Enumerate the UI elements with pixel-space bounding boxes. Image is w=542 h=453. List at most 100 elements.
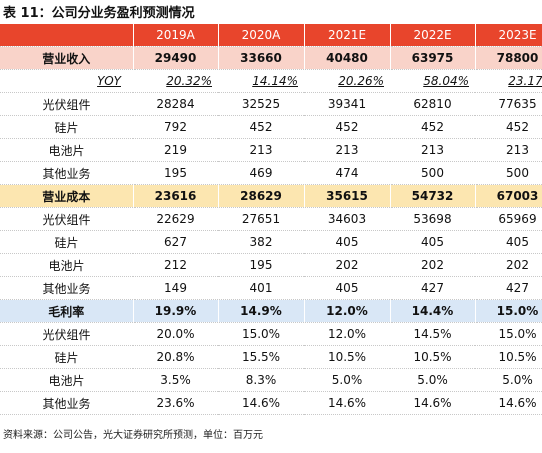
table-row: 电池片 219 213 213 213 213: [0, 138, 542, 162]
data-cell: 195: [218, 253, 304, 277]
row-label: YOY: [0, 69, 133, 93]
row-label: 硅片: [0, 230, 133, 254]
header-cell: 2022E: [390, 24, 476, 47]
row-label: 电池片: [0, 138, 133, 162]
data-cell: 14.6%: [475, 391, 542, 415]
data-cell: 10.5%: [304, 345, 390, 369]
data-cell: 219: [133, 138, 218, 162]
data-cell: 54732: [390, 184, 476, 208]
table-row: 毛利率 19.9% 14.9% 12.0% 14.4% 15.0%: [0, 299, 542, 323]
row-label: 其他业务: [0, 391, 133, 415]
data-cell: 15.0%: [475, 299, 542, 323]
data-cell: 213: [475, 138, 542, 162]
data-cell: 15.5%: [218, 345, 304, 369]
data-cell: 149: [133, 276, 218, 300]
forecast-table: 2019A 2020A 2021E 2022E 2023E 营业收入 29490 33660…: [0, 24, 542, 415]
data-cell: 20.32%: [133, 69, 218, 93]
data-cell: 202: [390, 253, 475, 277]
data-cell: 405: [475, 230, 542, 254]
data-cell: 212: [133, 253, 218, 277]
data-cell: 14.4%: [390, 299, 476, 323]
yoy-text: 14.14%: [252, 74, 298, 88]
row-label: 光伏组件: [0, 322, 133, 346]
data-cell: 34603: [304, 207, 390, 231]
data-cell: 405: [304, 276, 390, 300]
data-cell: 12.0%: [304, 322, 390, 346]
row-label: 毛利率: [0, 299, 134, 323]
data-cell: 474: [304, 161, 390, 185]
data-cell: 500: [475, 161, 542, 185]
data-cell: 19.9%: [133, 299, 219, 323]
data-cell: 65969: [475, 207, 542, 231]
source-note: 资料来源：公司公告，光大证券研究所预测，单位：百万元: [3, 430, 263, 441]
data-cell: 10.5%: [390, 345, 475, 369]
row-label: 电池片: [0, 253, 133, 277]
data-cell: 792: [133, 115, 218, 139]
data-cell: 14.9%: [218, 299, 305, 323]
data-cell: 67003: [475, 184, 542, 208]
table-row: 光伏组件 22629 27651 34603 53698 65969: [0, 207, 542, 231]
data-cell: 27651: [218, 207, 304, 231]
data-cell: 33660: [218, 46, 305, 70]
data-cell: 452: [218, 115, 304, 139]
data-cell: 427: [390, 276, 475, 300]
table-row: 光伏组件 20.0% 15.0% 12.0% 14.5% 15.0%: [0, 322, 542, 346]
data-cell: 23.6%: [133, 391, 218, 415]
data-cell: 8.3%: [218, 368, 304, 392]
data-cell: 500: [390, 161, 475, 185]
table-row: 硅片 627 382 405 405 405: [0, 230, 542, 254]
data-cell: 20.0%: [133, 322, 218, 346]
table-row: 其他业务 195 469 474 500 500: [0, 161, 542, 185]
data-cell: 63975: [390, 46, 476, 70]
table-row: 光伏组件 28284 32525 39341 62810 77635: [0, 92, 542, 116]
table-row: 电池片 3.5% 8.3% 5.0% 5.0% 5.0%: [0, 368, 542, 392]
data-cell: 32525: [218, 92, 304, 116]
data-cell: 12.0%: [304, 299, 391, 323]
data-cell: 15.0%: [475, 322, 542, 346]
table-row: 硅片 792 452 452 452 452: [0, 115, 542, 139]
row-label: 其他业务: [0, 276, 133, 300]
yoy-text: 23.17%: [508, 74, 542, 88]
table-body: 营业收入 29490 33660 40480 63975 78800 YOY 20.32% 14…: [0, 46, 542, 415]
yoy-text: 20.32%: [166, 74, 212, 88]
table-title: 表 11：公司分业务盈利预测情况: [3, 6, 195, 21]
row-label: 营业收入: [0, 46, 134, 70]
table-wrapper: 2019A 2020A 2021E 2022E 2023E 营业收入 29490 33660…: [0, 24, 542, 415]
data-cell: 627: [133, 230, 218, 254]
table-row: 营业收入 29490 33660 40480 63975 78800: [0, 46, 542, 70]
data-cell: 405: [390, 230, 475, 254]
row-label: 营业成本: [0, 184, 134, 208]
data-cell: 213: [304, 138, 390, 162]
data-cell: 452: [475, 115, 542, 139]
data-cell: 5.0%: [475, 368, 542, 392]
data-cell: 14.6%: [304, 391, 390, 415]
yoy-text: 58.04%: [423, 74, 469, 88]
table-row: 其他业务 23.6% 14.6% 14.6% 14.6% 14.6%: [0, 391, 542, 415]
row-label: 光伏组件: [0, 207, 133, 231]
header-row: 2019A 2020A 2021E 2022E 2023E: [0, 24, 542, 47]
data-cell: 202: [475, 253, 542, 277]
data-cell: 78800: [475, 46, 542, 70]
data-cell: 405: [304, 230, 390, 254]
table-row: 硅片 20.8% 15.5% 10.5% 10.5% 10.5%: [0, 345, 542, 369]
data-cell: 20.8%: [133, 345, 218, 369]
data-cell: 10.5%: [475, 345, 542, 369]
row-label: 硅片: [0, 345, 133, 369]
data-cell: 469: [218, 161, 304, 185]
header-cell: 2020A: [218, 24, 305, 47]
data-cell: 14.6%: [218, 391, 304, 415]
data-cell: 62810: [390, 92, 475, 116]
data-cell: 213: [218, 138, 304, 162]
data-cell: 39341: [304, 92, 390, 116]
data-cell: 195: [133, 161, 218, 185]
table-row: YOY 20.32% 14.14% 20.26% 58.04% 23.17%: [0, 69, 542, 93]
data-cell: 213: [390, 138, 475, 162]
data-cell: 40480: [304, 46, 391, 70]
row-label: 其他业务: [0, 161, 133, 185]
data-cell: 3.5%: [133, 368, 218, 392]
data-cell: 28629: [218, 184, 305, 208]
data-cell: 382: [218, 230, 304, 254]
row-label: 硅片: [0, 115, 133, 139]
data-cell: 5.0%: [304, 368, 390, 392]
data-cell: 5.0%: [390, 368, 475, 392]
